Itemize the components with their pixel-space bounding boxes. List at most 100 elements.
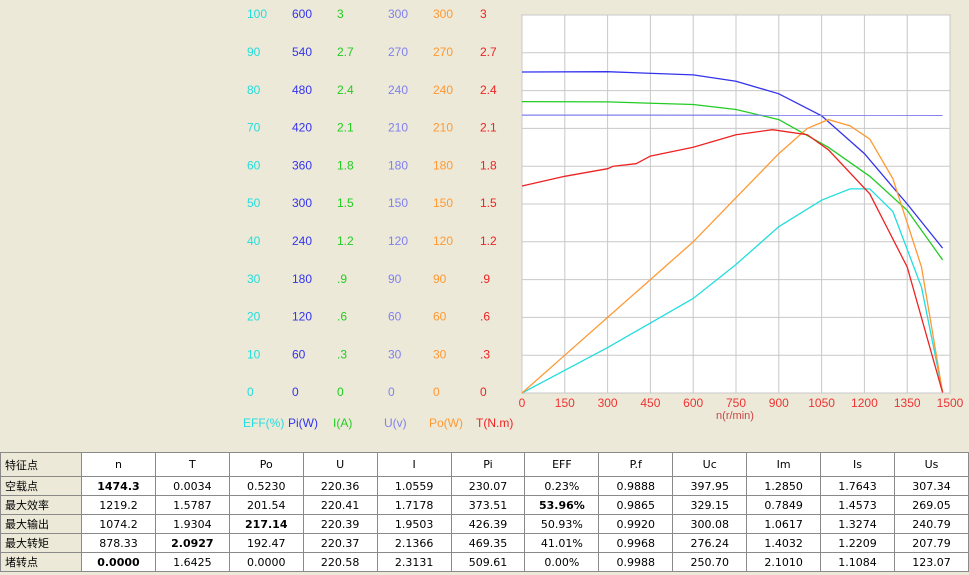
y-tick-label: 10 <box>247 347 261 361</box>
y-tick-label: 540 <box>292 45 312 59</box>
y-tick-label: 3 <box>480 7 487 21</box>
table-cell: 1.9503 <box>376 514 452 534</box>
table-cell: 1074.2 <box>81 514 156 534</box>
y-tick-label: .9 <box>480 272 490 286</box>
table-cell: 1.2209 <box>820 533 895 553</box>
series-line <box>521 118 944 394</box>
x-tick-label: 300 <box>598 396 618 410</box>
table-cell: 最大效率 <box>0 495 82 515</box>
table-row: 最大转矩 878.33 2.0927 192.47 220.37 2.1366 469.35… <box>0 533 969 553</box>
table-cell: 201.54 <box>228 495 304 515</box>
y-tick-label: 30 <box>433 347 447 361</box>
table-cell: 1.7643 <box>820 476 895 496</box>
table-cell: 0.9888 <box>598 476 674 496</box>
table-cell: 2.0927 <box>154 533 230 553</box>
table-cell: 0.00% <box>524 552 600 572</box>
y-tick-label: 0 <box>247 385 254 399</box>
y-tick-label: 0 <box>388 385 395 399</box>
y-tick-label: 60 <box>292 347 306 361</box>
y-tick-label: 1.2 <box>480 234 497 248</box>
table-cell: 特征点 <box>0 452 82 477</box>
y-tick-label: 150 <box>388 196 408 210</box>
y-tick-label: 100 <box>247 7 267 21</box>
table-cell: 50.93% <box>524 514 600 534</box>
y-tick-label: 300 <box>433 7 453 21</box>
legend-label: EFF(%) <box>243 416 284 430</box>
y-tick-label: 0 <box>337 385 344 399</box>
y-tick-label: 1.5 <box>337 196 354 210</box>
y-tick-label: 60 <box>433 310 447 324</box>
y-tick-label: 0 <box>292 385 299 399</box>
legend-label: U(v) <box>384 416 407 430</box>
table-cell: 300.08 <box>672 514 748 534</box>
y-tick-label: 90 <box>247 45 261 59</box>
legend-label: T(N.m) <box>476 416 513 430</box>
table-cell: 1.2850 <box>746 476 822 496</box>
table-cell: 329.15 <box>672 495 748 515</box>
table-cell: 240.79 <box>893 514 969 534</box>
table-cell: 373.51 <box>450 495 526 515</box>
y-tick-label: 90 <box>388 272 402 286</box>
y-tick-label: 360 <box>292 158 312 172</box>
y-tick-label: 240 <box>292 234 312 248</box>
table-cell: Im <box>746 452 822 477</box>
table-row: 最大效率 1219.2 1.5787 201.54 220.41 1.7178 373.51… <box>0 495 969 515</box>
table-cell: 1.0617 <box>746 514 822 534</box>
y-tick-label: 90 <box>433 272 447 286</box>
y-tick-label: 1.5 <box>480 196 497 210</box>
chart: n(r/min) 0 150 300 450 600 750 900 1050 1200 1350… <box>243 7 964 430</box>
x-tick-label: 1200 <box>851 396 878 410</box>
table-cell: 1.9304 <box>154 514 230 534</box>
y-tick-label: 0 <box>433 385 440 399</box>
table-cell: 0.9968 <box>598 533 674 553</box>
table-cell: 0.9865 <box>598 495 674 515</box>
table-cell: 469.35 <box>450 533 526 553</box>
table-cell: Uc <box>672 452 748 477</box>
table-cell: 220.58 <box>302 552 378 572</box>
y-tick-label: 0 <box>480 385 487 399</box>
table-cell: 最大转矩 <box>0 533 82 553</box>
y-tick-label: 2.7 <box>480 45 497 59</box>
table-cell: T <box>154 452 230 477</box>
table-cell: 0.23% <box>524 476 600 496</box>
y-tick-label: 60 <box>247 158 261 172</box>
table-cell: 220.37 <box>302 533 378 553</box>
table-cell: 1474.3 <box>81 476 156 496</box>
x-tick-label: 1350 <box>894 396 921 410</box>
table-cell: 217.14 <box>228 514 304 534</box>
y-tick-label: 30 <box>247 272 261 286</box>
x-tick-label: 900 <box>769 396 789 410</box>
table-cell: 276.24 <box>672 533 748 553</box>
table-cell: 0.9920 <box>598 514 674 534</box>
y-tick-label: 210 <box>388 121 408 135</box>
table-cell: 1.7178 <box>376 495 452 515</box>
header-row: 特征点 n T Po U I Pi EFF P.f Uc Im Is Us <box>0 452 969 477</box>
x-tick-label: 150 <box>555 396 575 410</box>
y-tick-label: 3 <box>337 7 344 21</box>
table-row: 空载点 1474.3 0.0034 0.5230 220.36 1.0559 230.07 0… <box>0 476 969 496</box>
y-tick-label: 120 <box>292 310 312 324</box>
y-tick-label: 2.4 <box>480 83 497 97</box>
table-cell: 2.1366 <box>376 533 452 553</box>
y-tick-label: .3 <box>337 347 347 361</box>
table-cell: 0.0000 <box>228 552 304 572</box>
y-tick-label: 2.7 <box>337 45 354 59</box>
table-cell: 220.39 <box>302 514 378 534</box>
table-cell: 1.6425 <box>154 552 230 572</box>
table-cell: 堵转点 <box>0 552 82 572</box>
y-tick-label: 30 <box>388 347 402 361</box>
table-cell: 269.05 <box>893 495 969 515</box>
x-tick-label: 600 <box>683 396 703 410</box>
series-line <box>521 188 944 394</box>
y-tick-label: 70 <box>247 121 261 135</box>
y-tick-label: 120 <box>433 234 453 248</box>
table-cell: 123.07 <box>893 552 969 572</box>
table-cell: 878.33 <box>81 533 156 553</box>
y-tick-label: 180 <box>433 158 453 172</box>
table-cell: Po <box>228 452 304 477</box>
x-axis-label: n(r/min) <box>716 410 754 422</box>
table-row: 最大输出 1074.2 1.9304 217.14 220.39 1.9503 426.39… <box>0 514 969 534</box>
x-tick-label: 1500 <box>937 396 964 410</box>
y-tick-label: 240 <box>433 83 453 97</box>
